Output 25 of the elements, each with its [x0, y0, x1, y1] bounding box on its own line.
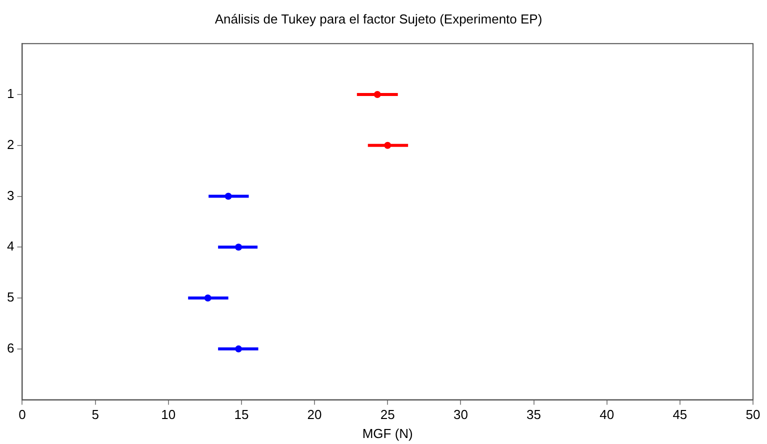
x-tick-label: 35 [526, 407, 542, 422]
x-tick-label: 5 [92, 407, 99, 422]
y-tick-label: 5 [6, 290, 14, 305]
y-tick-label: 4 [6, 238, 14, 254]
x-tick-label: 0 [18, 407, 26, 422]
y-tick-label: 2 [6, 136, 14, 152]
point [235, 345, 242, 352]
x-axis-title: MGF (N) [362, 426, 413, 441]
x-tick-label: 30 [453, 407, 468, 422]
x-tick-label: 20 [307, 407, 322, 422]
y-tick-label: 1 [6, 86, 14, 102]
point [224, 192, 232, 200]
x-tick-label: 25 [380, 407, 395, 422]
y-tick-label: 3 [6, 188, 14, 203]
y-tick-label: 6 [6, 340, 14, 356]
point [384, 142, 392, 149]
point [374, 90, 381, 98]
point [235, 244, 242, 251]
point [204, 294, 212, 302]
chart-title: Análisis de Tukey para el factor Sujeto (Experimento EP) [214, 11, 542, 26]
x-tick-label: 10 [161, 407, 176, 422]
x-tick-label: 15 [234, 407, 249, 422]
x-tick-label: 50 [746, 407, 760, 422]
x-tick-label: 40 [600, 407, 614, 422]
x-tick-label: 45 [672, 407, 688, 422]
